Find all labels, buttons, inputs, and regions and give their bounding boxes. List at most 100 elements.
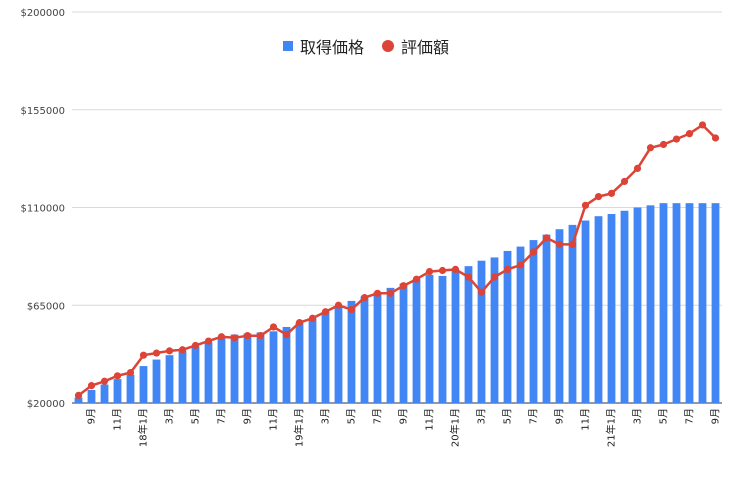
line-point [581, 201, 590, 209]
line-point [412, 275, 421, 283]
legend-line-swatch [382, 40, 394, 52]
bar [74, 397, 83, 403]
bar [191, 346, 200, 403]
bar-series-acquisition-price [74, 203, 720, 403]
line-point [282, 330, 291, 339]
bar [659, 203, 668, 403]
y-tick-label: $155000 [20, 106, 65, 117]
line-point [542, 234, 551, 242]
bar [412, 279, 421, 403]
line-point [334, 301, 343, 309]
x-axis-ticks: 9月 11月 18年1月 3月 5月 7月 9月 11月 19年1月 3月 5月 7月 9月 11月 20年… [86, 408, 722, 447]
line-point [529, 248, 538, 256]
bar [555, 229, 564, 403]
x-tick-label: 3月 [164, 408, 176, 424]
bar [139, 366, 148, 403]
bar [633, 207, 642, 403]
line-point [347, 305, 356, 314]
bar [321, 311, 330, 403]
bar [256, 332, 265, 403]
x-tick-label: 11月 [268, 408, 280, 431]
bar [308, 318, 317, 403]
line-point [204, 337, 213, 345]
bar [360, 296, 369, 403]
x-tick-label: 7月 [372, 408, 384, 424]
line-point [100, 377, 109, 385]
line-point [425, 267, 434, 276]
line-point [74, 391, 83, 399]
bar [178, 350, 187, 403]
bar [516, 246, 525, 403]
bar [334, 307, 343, 403]
line-point [399, 282, 408, 290]
line-point [360, 294, 369, 302]
x-tick-label: 3月 [320, 408, 332, 424]
x-tick-label: 18年1月 [137, 408, 150, 447]
line-point [672, 135, 681, 143]
y-tick-label: $200000 [20, 8, 65, 19]
bar [529, 240, 538, 403]
line-point [321, 308, 330, 316]
line-point [659, 140, 668, 149]
line-point [269, 323, 278, 331]
x-tick-label: 3月 [632, 408, 644, 424]
chart-legend: 取得価格 評価額 [0, 34, 732, 58]
line-point [113, 372, 122, 380]
x-tick-label: 9月 [554, 408, 566, 424]
legend-label-bar: 取得価格 [299, 38, 364, 57]
y-tick-label: $65000 [27, 301, 65, 312]
bar [204, 342, 213, 403]
bar [464, 266, 473, 403]
line-point [256, 332, 265, 340]
bar [607, 214, 616, 403]
x-tick-label: 5月 [502, 408, 514, 424]
line-point [230, 334, 239, 342]
line-point [568, 240, 577, 249]
bar [386, 287, 395, 403]
bar [282, 326, 291, 403]
line-point [87, 382, 96, 390]
line-point [685, 130, 694, 138]
x-tick-label: 9月 [86, 408, 98, 424]
x-tick-label: 5月 [658, 408, 670, 424]
bar [243, 333, 252, 403]
bar [646, 205, 655, 403]
line-point [308, 314, 317, 322]
line-point [516, 261, 525, 269]
bar [425, 274, 434, 403]
bar [620, 210, 629, 403]
x-tick-label: 3月 [476, 408, 488, 424]
line-point [711, 134, 720, 142]
bar [347, 300, 356, 403]
bar [581, 220, 590, 403]
series-line [77, 123, 717, 397]
line-point [386, 289, 395, 297]
line-point [152, 349, 161, 357]
line-point [490, 273, 499, 281]
x-tick-label: 9月 [710, 408, 722, 424]
x-tick-label: 5月 [346, 408, 358, 424]
y-axis-ticks: $20000 $65000 $110000 $155000 $200000 [20, 8, 65, 410]
x-tick-label: 21年1月 [605, 408, 618, 447]
bar [438, 275, 447, 403]
line-point [451, 265, 460, 274]
bar [399, 283, 408, 403]
bar [87, 389, 96, 403]
bar [269, 331, 278, 403]
line-point [646, 144, 655, 152]
line-point [503, 265, 512, 274]
line-point [620, 177, 629, 186]
y-tick-label: $110000 [20, 204, 65, 215]
line-point [594, 193, 603, 201]
bar [685, 203, 694, 403]
x-tick-label: 20年1月 [449, 408, 462, 447]
x-tick-label: 9月 [398, 408, 410, 424]
legend-label-line: 評価額 [401, 38, 450, 57]
bar [711, 203, 720, 403]
y-tick-label: $20000 [27, 399, 65, 410]
bar [568, 224, 577, 403]
line-point [464, 273, 473, 281]
bar [230, 334, 239, 403]
line-point [126, 368, 135, 377]
